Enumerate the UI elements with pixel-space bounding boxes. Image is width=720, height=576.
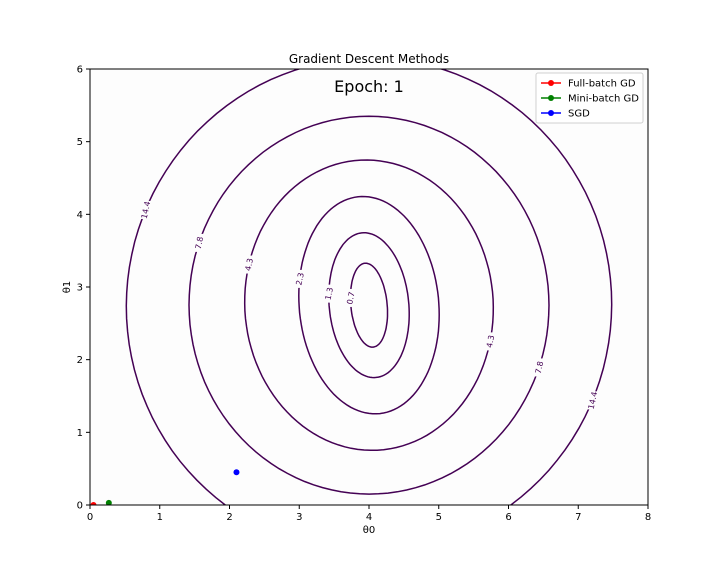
contour-label: 4.3: [244, 257, 255, 271]
x-tick-label: 7: [575, 512, 581, 523]
contour-label: 7.8: [194, 236, 205, 250]
legend-label: SGD: [568, 109, 590, 120]
legend-marker: [548, 110, 554, 116]
contour-labels: 0.7 1.3 2.3 4.3 7.8 14.4 4.3 7.8 14.4: [140, 200, 599, 410]
contour-label-gap: [485, 332, 496, 351]
y-axis-label: θ1: [62, 281, 73, 293]
legend: Full-batch GD Mini-batch GD SGD: [535, 72, 644, 124]
x-tick-label: 0: [87, 512, 93, 523]
x-axis-label: θ0: [363, 525, 375, 536]
x-tick-label: 5: [436, 512, 442, 523]
contour-label-gap: [323, 284, 334, 303]
legend-label: Full-batch GD: [568, 79, 636, 90]
contour-label: 0.7: [345, 291, 356, 305]
x-tick-label: 3: [296, 512, 302, 523]
contour-line: [243, 159, 495, 452]
contour-label-gap: [587, 391, 598, 410]
x-tick-label: 1: [157, 512, 163, 523]
contour-label-gap: [140, 200, 151, 219]
x-tick-label: 4: [366, 512, 372, 523]
y-tick-label: 6: [77, 65, 83, 76]
contour-line: [349, 262, 389, 348]
y-tick-label: 2: [77, 355, 83, 366]
legend-marker: [548, 80, 554, 86]
contour-label: 7.8: [534, 360, 545, 374]
point-mini-batch-gd: [105, 499, 112, 505]
y-tick-label: 0: [77, 501, 83, 512]
point-sgd: [233, 469, 240, 476]
legend-box: [535, 72, 644, 124]
y-axis-ticks: 0 1 2 3 4 5 6: [77, 65, 90, 512]
contour-label-gap: [243, 255, 254, 274]
contour-line: [328, 232, 410, 379]
epoch-annotation: Epoch: 1: [334, 77, 404, 96]
contour-label: 14.4: [587, 391, 600, 410]
legend-marker: [548, 95, 554, 101]
y-tick-label: 3: [77, 283, 83, 294]
point-full-batch-gd: [90, 502, 97, 505]
chart-title: Gradient Descent Methods: [289, 52, 449, 66]
contour-label-gap: [193, 233, 204, 252]
contour-line: [188, 115, 550, 495]
contour-label-gap: [534, 358, 545, 377]
y-tick-label: 4: [77, 210, 83, 221]
contour-label: 1.3: [324, 287, 335, 301]
contour-label: 14.4: [140, 200, 153, 219]
contour-line: [298, 195, 440, 415]
y-tick-label: 1: [77, 428, 83, 439]
contour-label: 4.3: [485, 334, 496, 348]
plot-area: [90, 69, 648, 505]
y-tick-label: 5: [77, 137, 83, 148]
x-tick-label: 6: [505, 512, 511, 523]
x-tick-label: 8: [645, 512, 651, 523]
contour-label: 2.3: [294, 272, 305, 286]
x-tick-label: 2: [226, 512, 232, 523]
contour-label-gap: [345, 288, 356, 307]
x-axis-ticks: 0 1 2 3 4 5 6 7 8: [87, 505, 651, 523]
trajectory-points: [90, 469, 240, 505]
contour-label-gap: [294, 269, 305, 288]
legend-label: Mini-batch GD: [568, 94, 639, 105]
